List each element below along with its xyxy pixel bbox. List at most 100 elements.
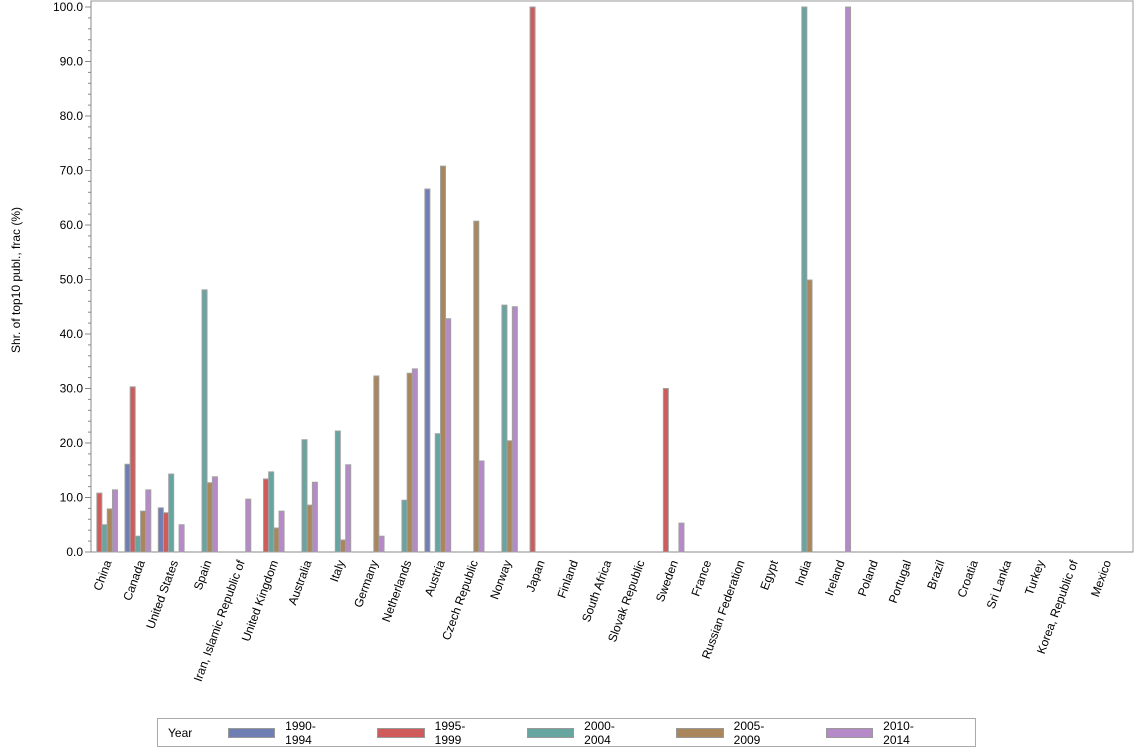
bar-1990-1994-United States: [157, 507, 164, 553]
legend-label: 2000-2004: [584, 718, 615, 747]
bar-2005-2009-India: [806, 279, 813, 553]
legend-swatch: [377, 727, 425, 738]
bar-1995-1999-United States: [163, 512, 170, 553]
y-tick-label: 80.0: [60, 109, 84, 123]
legend-label: 1995-1999: [434, 718, 466, 747]
x-tick-label: Poland: [855, 558, 881, 598]
x-tick-label: Australia: [285, 558, 314, 607]
bar-2000-2004-India: [801, 6, 808, 553]
x-tick-label: Finland: [554, 558, 581, 600]
x-tick-label: China: [91, 558, 115, 593]
x-tick-label: Japan: [523, 558, 547, 594]
y-tick-label: 40.0: [60, 327, 84, 341]
bar-2005-2009-Canada: [140, 510, 147, 553]
bar-2010-2014-China: [111, 489, 118, 553]
bar-1995-1999-China: [96, 492, 103, 553]
bar-1990-1994-Canada: [124, 463, 131, 553]
legend: Year 1990-1994 1995-1999 2000-2004 2005-200…: [157, 718, 976, 747]
x-tick-label: France: [688, 558, 714, 598]
x-tick-label: Canada: [120, 558, 148, 603]
y-tick-label: 30.0: [60, 382, 84, 396]
plot-frame: [90, 0, 1134, 553]
bar-2000-2004-United Kingdom: [268, 471, 275, 553]
legend-title: Year: [168, 725, 193, 740]
bar-2000-2004-China: [101, 524, 108, 553]
legend-item: 2010-2014: [825, 718, 941, 747]
legend-label: 2005-2009: [733, 718, 765, 747]
x-tick-label: Brazil: [924, 558, 947, 591]
x-tick-label: Portugal: [886, 558, 914, 605]
y-tick-label: 60.0: [60, 218, 84, 232]
bar-2005-2009-Spain: [206, 482, 213, 553]
bar-2010-2014-Austria: [445, 318, 452, 553]
bar-2010-2014-Italy: [345, 464, 352, 553]
x-tick-label: Italy: [327, 558, 348, 583]
y-tick-label: 90.0: [60, 55, 84, 69]
legend-label: 1990-1994: [285, 718, 316, 747]
bar-2010-2014-Canada: [145, 489, 152, 553]
x-tick-label: Netherlands: [379, 558, 414, 624]
legend-item: 2005-2009: [676, 719, 791, 747]
bar-2010-2014-United Kingdom: [278, 510, 285, 553]
bar-2005-2009-China: [106, 508, 113, 553]
bar-2005-2009-Italy: [340, 539, 347, 553]
legend-swatch: [227, 727, 276, 738]
bar-2010-2014-Netherlands: [411, 368, 418, 553]
x-tick-label: Slovak Republic: [605, 558, 648, 644]
bar-2000-2004-Netherlands: [401, 499, 408, 553]
x-tick-label: Czech Republic: [439, 558, 481, 642]
legend-swatch: [526, 727, 575, 738]
bar-2010-2014-Iran, Islamic Republic of: [245, 498, 252, 553]
bar-1995-1999-Canada: [129, 386, 136, 553]
x-tick-label: Sweden: [653, 558, 681, 604]
legend-item: 1995-1999: [377, 719, 492, 747]
bar-2000-2004-United States: [168, 473, 175, 553]
bar-1995-1999-Japan: [529, 6, 536, 553]
x-tick-label: South Africa: [579, 558, 614, 624]
x-tick-label: Sri Lanka: [984, 558, 1015, 611]
x-tick-label: Austria: [422, 558, 448, 598]
y-tick-label: 20.0: [60, 436, 84, 450]
legend-label: 2010-2014: [883, 718, 914, 747]
legend-item: 1990-1994: [227, 718, 343, 747]
legend-item: 2000-2004: [526, 718, 642, 747]
x-tick-label: United States: [143, 558, 181, 630]
bar-2000-2004-Canada: [134, 535, 141, 553]
legend-swatch: [825, 727, 874, 738]
bar-2010-2014-Czech Republic: [478, 460, 485, 553]
y-tick-label: 100.0: [53, 0, 83, 14]
y-tick-label: 50.0: [60, 273, 84, 287]
x-tick-label: Egypt: [757, 558, 781, 592]
x-tick-label: Spain: [191, 558, 215, 592]
bar-2010-2014-Spain: [211, 476, 218, 553]
x-tick-label: United Kingdom: [239, 558, 281, 643]
bar-2005-2009-Australia: [306, 504, 313, 553]
y-tick-label: 10.0: [60, 491, 84, 505]
bar-1995-1999-United Kingdom: [262, 478, 269, 553]
bar-2005-2009-United Kingdom: [273, 527, 280, 553]
y-axis-label: Shr. of top10 publ., frac (%): [9, 207, 23, 353]
x-tick-label: India: [792, 558, 814, 588]
bar-2005-2009-Netherlands: [406, 372, 413, 553]
bar-2010-2014-Australia: [311, 481, 318, 553]
x-tick-label: Ireland: [822, 558, 848, 597]
bar-2010-2014-Germany: [378, 535, 385, 553]
x-tick-label: Norway: [487, 558, 514, 601]
bar-2000-2004-Austria: [434, 433, 441, 553]
bar-1990-1994-Austria: [424, 188, 431, 553]
bar-2000-2004-Australia: [301, 439, 308, 553]
bar-2005-2009-Czech Republic: [473, 220, 480, 553]
bar-2005-2009-Germany: [373, 375, 380, 553]
x-tick-label: Mexico: [1088, 558, 1114, 599]
chart-svg: 0.0 10.0 20.0 30.0 40.0 50.0 60.0 70.0 80.0 90.0 1…: [9, 0, 1134, 683]
bar-2010-2014-United States: [178, 524, 185, 553]
bar-2005-2009-Norway: [506, 440, 513, 553]
x-tick-label: Germany: [351, 558, 381, 609]
bar-2000-2004-Spain: [201, 289, 208, 553]
legend-swatch: [676, 727, 724, 738]
bar-2005-2009-Austria: [439, 165, 446, 553]
bar-2000-2004-Norway: [501, 304, 508, 553]
x-tick-label: Turkey: [1022, 558, 1048, 597]
bar-2010-2014-Norway: [511, 306, 518, 553]
